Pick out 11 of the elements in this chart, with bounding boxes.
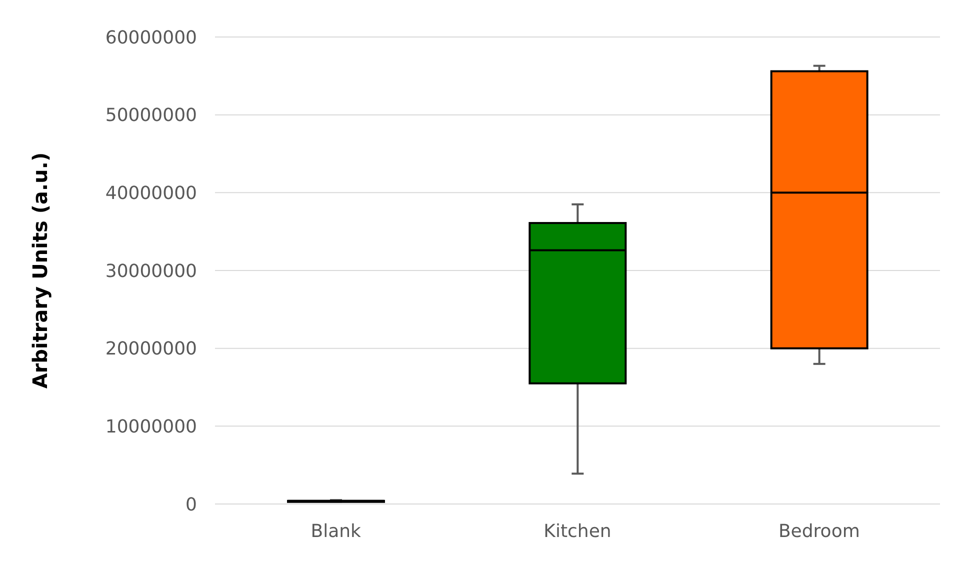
y-tick-label: 40000000 — [105, 183, 197, 204]
x-tick-label: Blank — [310, 520, 362, 542]
x-tick-label: Bedroom — [778, 520, 860, 542]
y-tick-label: 60000000 — [105, 27, 197, 48]
y-tick-label: 0 — [186, 494, 197, 516]
y-tick-label: 10000000 — [105, 416, 197, 438]
y-tick-label: 50000000 — [105, 105, 197, 126]
y-tick-label: 20000000 — [105, 338, 197, 360]
x-tick-label: Kitchen — [544, 520, 612, 542]
y-tick-label: 30000000 — [105, 260, 197, 282]
y-axis-title: Arbitrary Units (a.u.) — [28, 152, 52, 389]
